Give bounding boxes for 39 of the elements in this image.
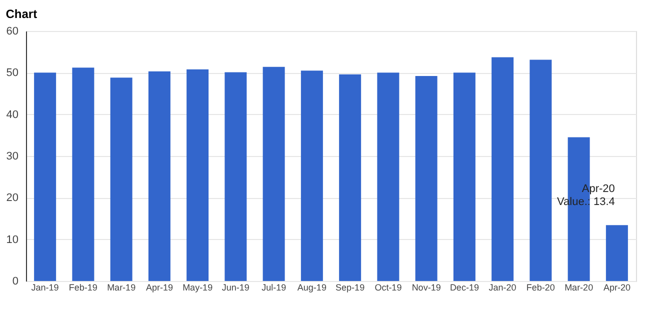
bar [339,74,362,281]
bar [148,71,170,281]
y-tick-label: 60 [6,26,18,38]
x-tick-label: Jun-19 [222,282,250,292]
x-tick-label: Apr-19 [146,282,173,292]
x-tick-label: May-19 [182,282,213,292]
x-tick-label: Dec-19 [450,282,479,292]
x-tick-label: Jan-20 [488,282,516,292]
y-tick-label: 20 [6,192,18,204]
x-tick-label: Jul-19 [262,282,286,292]
x-tick-label: Feb-19 [68,282,98,292]
y-tick-label: 10 [6,234,18,246]
bar [300,70,323,281]
x-tick-label: Mar-19 [107,282,136,292]
x-tick-label: Nov-19 [412,282,441,292]
bar [415,76,438,281]
bar [453,72,476,281]
x-tick-label: Mar-20 [564,282,594,292]
x-tick-label: Feb-20 [526,282,555,292]
bar [186,69,209,281]
bar [110,78,132,281]
y-tick-label: 30 [6,150,18,162]
x-tick-label: Oct-19 [374,282,402,292]
y-tick-label: 0 [12,276,18,288]
bar [530,60,552,281]
bar [377,72,400,281]
bar [606,225,628,281]
bar [262,66,285,281]
chart-title: Chart [6,7,38,21]
y-tick-label: 40 [6,108,18,121]
x-tick-label: Sep-19 [336,282,365,292]
x-tick-label: Apr-20 [603,282,630,292]
y-tick-label: 50 [6,67,18,80]
bar [224,72,247,281]
bar [492,57,514,281]
x-tick-label: Aug-19 [297,282,326,292]
bar [72,68,94,281]
x-tick-label: Jan-19 [31,282,59,292]
bar [34,72,56,281]
